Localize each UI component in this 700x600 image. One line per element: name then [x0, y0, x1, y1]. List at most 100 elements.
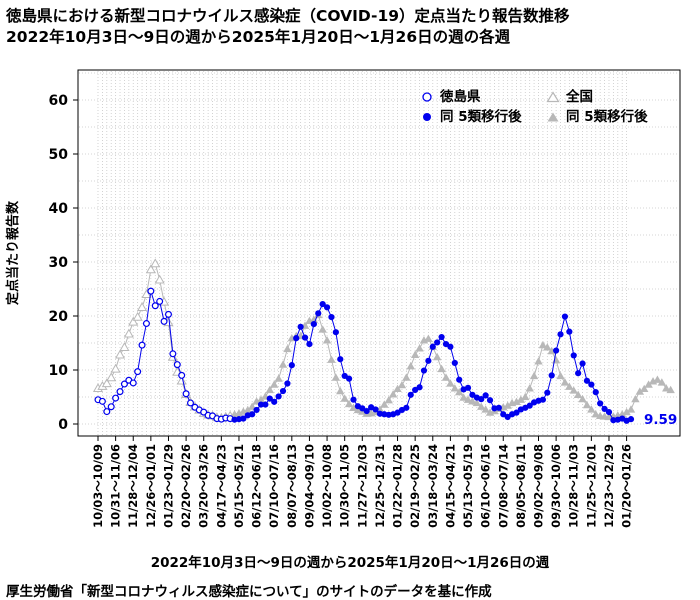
zenkoku-post-point: [256, 395, 266, 403]
x-tick-label: 01/22～01/28: [391, 444, 405, 528]
zenkoku-post-point: [578, 394, 587, 403]
legend-open-circle-icon: [418, 91, 436, 103]
tokushima-post-point: [416, 384, 423, 391]
zenkoku-point: [114, 349, 126, 359]
legend-label-tokushima-post: 同 5類移行後: [440, 109, 522, 125]
zenkoku-post-point: [472, 398, 482, 407]
zenkoku-post-point: [512, 397, 521, 406]
zenkoku-post-point: [587, 405, 596, 413]
x-tick-label: 10/03～10/09: [91, 444, 105, 528]
zenkoku-post-point: [437, 364, 446, 373]
x-tick-label: 11/25～12/01: [584, 444, 598, 528]
chart-title: 徳島県における新型コロナウイルス感染症（COVID-19）定点当たり報告数推移: [6, 7, 570, 25]
tokushima-post-point: [438, 333, 445, 341]
zenkoku-post-point: [309, 315, 319, 323]
zenkoku-post-point: [318, 325, 327, 333]
tokushima-post-point: [332, 329, 339, 336]
zenkoku-post-point: [477, 402, 486, 410]
legend: 徳島県 全国 同 5類移行後 同 5類移行後: [418, 87, 670, 127]
x-tick-label: 12/25～12/31: [373, 444, 387, 528]
zenkoku-post-point: [622, 407, 631, 416]
tokushima-point: [142, 320, 150, 328]
zenkoku-point: [154, 274, 165, 284]
zenkoku-point: [128, 316, 139, 326]
tokushima-point: [116, 388, 124, 396]
tokushima-post-point: [513, 409, 520, 416]
zenkoku-post-point: [336, 386, 345, 395]
zenkoku-point: [145, 264, 156, 274]
y-tick-label: 30: [49, 255, 69, 271]
zenkoku-point: [101, 378, 112, 388]
x-tick-label: 10/30～11/05: [338, 444, 352, 528]
tokushima-point: [147, 287, 155, 295]
y-tick-label: 60: [49, 93, 69, 109]
tokushima-post-point: [275, 393, 282, 400]
zenkoku-post-point: [349, 403, 358, 411]
zenkoku-post-point: [534, 357, 543, 365]
x-axis-label: 2022年10月3日〜9日の週から2025年1月20日〜1月26日の週: [150, 555, 550, 571]
zenkoku-post-point: [657, 378, 667, 386]
zenkoku-post-point: [459, 393, 468, 401]
tokushima-post-point: [583, 377, 591, 384]
zenkoku-point: [119, 342, 130, 351]
tokushima-post-point: [464, 384, 472, 391]
x-tick-label: 09/04～09/10: [302, 444, 316, 528]
zenkoku-post-point: [644, 380, 653, 388]
zenkoku-post-point: [573, 390, 583, 398]
tokushima-post-point: [315, 310, 322, 317]
zenkoku-post-point: [384, 396, 393, 404]
tokushima-post-point: [403, 404, 410, 411]
tokushima-point: [173, 361, 181, 369]
zenkoku-post-point: [353, 405, 363, 414]
zenkoku-post-point: [560, 378, 570, 386]
tokushima-post-point: [345, 375, 353, 382]
tokushima-post-point: [456, 376, 463, 383]
x-tick-label: 05/13～05/19: [461, 444, 475, 528]
zenkoku-post-point: [626, 405, 636, 413]
tokushima-post-point: [486, 397, 494, 404]
tokushima-post-point: [526, 402, 533, 409]
zenkoku-post-point: [591, 410, 600, 418]
tokushima-post-point: [575, 370, 582, 377]
zenkoku-post-point: [556, 371, 565, 380]
y-tick-label: 20: [49, 309, 69, 325]
x-tick-label: 10/02～10/08: [320, 444, 334, 528]
legend-open-triangle-icon: [544, 91, 562, 103]
zenkoku-post-point: [455, 387, 464, 396]
zenkoku-post-point: [388, 390, 398, 398]
zenkoku-post-point: [543, 343, 552, 351]
legend-label-tokushima: 徳島県: [440, 89, 481, 105]
zenkoku-post-point: [481, 405, 490, 413]
zenkoku-post-point: [283, 344, 292, 353]
last-value-label: 9.59: [644, 412, 677, 428]
zenkoku-post-point: [666, 385, 675, 394]
tokushima-point: [156, 297, 164, 305]
zenkoku-post-point: [538, 340, 548, 349]
tokushima-post-point: [605, 409, 613, 416]
legend-label-zenkoku-post: 同 5類移行後: [566, 109, 648, 125]
zenkoku-post-point: [565, 382, 574, 390]
tokushima-point: [169, 350, 177, 358]
tokushima-post-point: [544, 389, 551, 396]
x-tick-label: 07/08～07/14: [496, 444, 510, 528]
zenkoku-post-point: [503, 401, 512, 409]
zenkoku-point: [150, 258, 161, 268]
zenkoku-post-point: [393, 384, 402, 393]
x-tick-label: 02/19～02/25: [408, 444, 422, 528]
tokushima-point: [103, 408, 111, 416]
tokushima-post-point: [262, 401, 269, 408]
zenkoku-post-point: [662, 384, 671, 392]
zenkoku-post-point: [274, 374, 283, 382]
tokushima-post-point: [627, 416, 635, 423]
tokushima-post-point: [284, 380, 291, 387]
tokushima-point: [98, 397, 106, 405]
legend-filled-triangle-icon: [544, 111, 562, 123]
zenkoku-post-point: [327, 355, 336, 363]
tokushima-post-point: [253, 406, 260, 414]
tokushima-post-point: [425, 357, 432, 364]
tokushima-post-point: [553, 347, 560, 354]
tokushima-post-point: [561, 313, 569, 320]
tokushima-post-point: [271, 398, 278, 405]
y-tick-label: 0: [58, 417, 68, 433]
zenkoku-post-point: [380, 400, 389, 408]
